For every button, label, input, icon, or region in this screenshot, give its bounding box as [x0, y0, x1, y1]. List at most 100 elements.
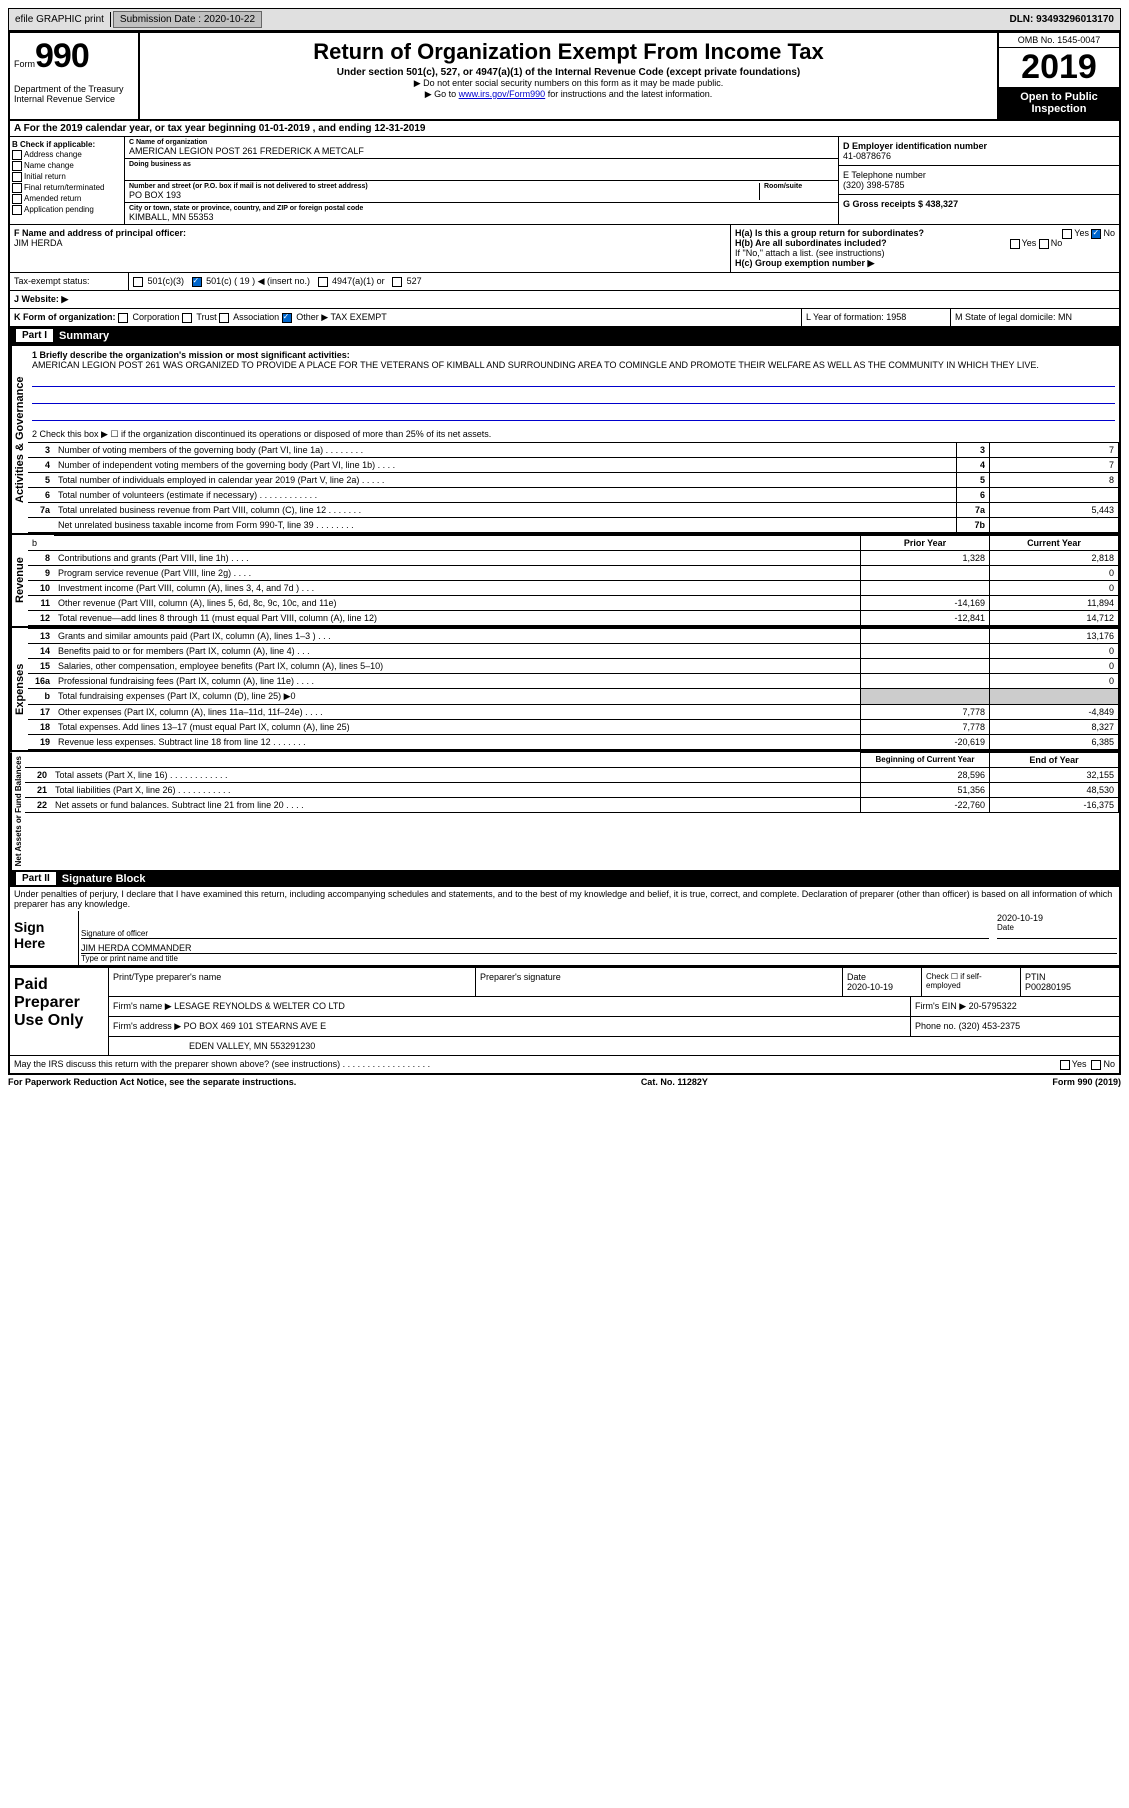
mission-text: AMERICAN LEGION POST 261 WAS ORGANIZED T… — [32, 360, 1115, 370]
table-row: 16a Professional fundraising fees (Part … — [28, 674, 1119, 689]
k-label: K Form of organization: — [14, 312, 116, 322]
check-527[interactable] — [392, 277, 402, 287]
ptin-label: PTIN — [1025, 972, 1046, 982]
ein: 41-0878676 — [843, 151, 1115, 161]
table-row: 18 Total expenses. Add lines 13–17 (must… — [28, 720, 1119, 735]
city: KIMBALL, MN 55353 — [129, 212, 834, 222]
firm-addr: PO BOX 469 101 STEARNS AVE E — [184, 1021, 326, 1031]
k-trust[interactable] — [182, 313, 192, 323]
paperwork-notice: For Paperwork Reduction Act Notice, see … — [8, 1077, 296, 1087]
hc-label: H(c) Group exemption number ▶ — [735, 258, 1115, 269]
form-number: 990 — [35, 37, 89, 75]
ha-row: H(a) Is this a group return for subordin… — [735, 228, 1115, 238]
tax-year: 2019 — [999, 48, 1119, 87]
hb-note: If "No," attach a list. (see instruction… — [735, 248, 1115, 258]
form990-link[interactable]: www.irs.gov/Form990 — [459, 89, 546, 99]
submission-date-button[interactable]: Submission Date : 2020-10-22 — [113, 11, 262, 28]
discuss-text: May the IRS discuss this return with the… — [14, 1059, 1060, 1070]
tax-exempt-row: Tax-exempt status: 501(c)(3) 501(c) ( 19… — [10, 273, 1119, 291]
check-501c3[interactable] — [133, 277, 143, 287]
form-container: Form990 Department of the Treasury Inter… — [8, 31, 1121, 1075]
firm-phone-label: Phone no. — [915, 1021, 956, 1031]
exp-table: 13 Grants and similar amounts paid (Part… — [28, 628, 1119, 750]
section-b: B Check if applicable: Address change Na… — [10, 137, 1119, 225]
table-row: 7a Total unrelated business revenue from… — [28, 503, 1119, 518]
k-corp[interactable] — [118, 313, 128, 323]
footer: For Paperwork Reduction Act Notice, see … — [8, 1075, 1121, 1089]
tax-exempt-label: Tax-exempt status: — [10, 273, 129, 290]
col-current: Current Year — [990, 536, 1119, 551]
officer-name: JIM HERDA — [14, 238, 726, 248]
table-row: 10 Investment income (Part VIII, column … — [28, 581, 1119, 596]
governance-section: Activities & Governance 1 Briefly descri… — [10, 344, 1119, 533]
part2-header: Part II Signature Block — [10, 870, 1119, 887]
department-label: Department of the Treasury Internal Reve… — [10, 80, 140, 119]
table-row: 11 Other revenue (Part VIII, column (A),… — [28, 596, 1119, 611]
signature-section: Under penalties of perjury, I declare th… — [10, 887, 1119, 1073]
table-row: 19 Revenue less expenses. Subtract line … — [28, 735, 1119, 750]
prep-date: 2020-10-19 — [847, 982, 893, 992]
opt-501c3: 501(c)(3) — [148, 276, 185, 286]
type-label: Type or print name and title — [81, 953, 1117, 963]
firm-ein-label: Firm's EIN ▶ — [915, 1001, 966, 1011]
org-name: AMERICAN LEGION POST 261 FREDERICK A MET… — [129, 146, 834, 156]
opt-527: 527 — [407, 276, 422, 286]
org-info-column: C Name of organization AMERICAN LEGION P… — [125, 137, 838, 224]
paid-label: Paid Preparer Use Only — [10, 968, 109, 1055]
note2: ▶ Go to www.irs.gov/Form990 for instruct… — [148, 89, 989, 100]
top-bar: efile GRAPHIC print Submission Date : 20… — [8, 8, 1121, 31]
title-box: Return of Organization Exempt From Incom… — [140, 33, 997, 119]
address: PO BOX 193 — [129, 190, 759, 200]
form-title: Return of Organization Exempt From Incom… — [148, 39, 989, 65]
table-row: 17 Other expenses (Part IX, column (A), … — [28, 705, 1119, 720]
k-other[interactable] — [282, 313, 292, 323]
revenue-section: Revenue b Prior Year Current Year 8 Cont… — [10, 533, 1119, 626]
table-row: 21 Total liabilities (Part X, line 26) .… — [25, 783, 1119, 798]
website-row: J Website: ▶ — [10, 291, 1119, 309]
check-name[interactable]: Name change — [12, 161, 122, 171]
table-row: 3 Number of voting members of the govern… — [28, 443, 1119, 458]
room-label: Room/suite — [764, 183, 834, 190]
q1: 1 Briefly describe the organization's mi… — [32, 350, 1115, 360]
table-row: 20 Total assets (Part X, line 16) . . . … — [25, 768, 1119, 783]
line-k-row: K Form of organization: Corporation Trus… — [10, 309, 1119, 327]
col-prior: Prior Year — [861, 536, 990, 551]
part2-title: Signature Block — [62, 873, 146, 885]
dba-label: Doing business as — [129, 161, 834, 168]
check-address[interactable]: Address change — [12, 150, 122, 160]
prep-sig-label: Preparer's signature — [476, 968, 843, 996]
k-assoc[interactable] — [219, 313, 229, 323]
note2-post: for instructions and the latest informat… — [545, 89, 712, 99]
check-initial[interactable]: Initial return — [12, 172, 122, 182]
discuss-yes[interactable] — [1060, 1060, 1070, 1070]
m-label: M State of legal domicile: MN — [951, 309, 1119, 326]
check-amended[interactable]: Amended return — [12, 194, 122, 204]
firm-addr-label: Firm's address ▶ — [113, 1021, 181, 1031]
table-row: 5 Total number of individuals employed i… — [28, 473, 1119, 488]
discuss-row: May the IRS discuss this return with the… — [10, 1055, 1119, 1073]
form-prefix: Form — [14, 59, 35, 69]
opt-501c: 501(c) ( 19 ) ◀ (insert no.) — [206, 276, 310, 286]
omb-number: OMB No. 1545-0047 — [999, 33, 1119, 48]
section-f-h: F Name and address of principal officer:… — [10, 225, 1119, 273]
expenses-section: Expenses 13 Grants and similar amounts p… — [10, 626, 1119, 750]
check-pending[interactable]: Application pending — [12, 205, 122, 215]
part2-num: Part II — [16, 872, 56, 885]
firm-ein: 20-5795322 — [969, 1001, 1017, 1011]
check-501c[interactable] — [192, 277, 202, 287]
part1-title: Summary — [59, 330, 109, 342]
form-number-box: Form990 — [10, 33, 140, 80]
check-4947[interactable] — [318, 277, 328, 287]
firm-name-label: Firm's name ▶ — [113, 1001, 172, 1011]
note1: ▶ Do not enter social security numbers o… — [148, 78, 989, 89]
efile-label: efile GRAPHIC print — [9, 12, 111, 27]
sig-date: 2020-10-19 — [997, 913, 1117, 923]
table-row: 4 Number of independent voting members o… — [28, 458, 1119, 473]
website-label: J Website: ▶ — [10, 291, 72, 308]
discuss-no[interactable] — [1091, 1060, 1101, 1070]
addr-label: Number and street (or P.O. box if mail i… — [129, 183, 759, 190]
checkbox-column: B Check if applicable: Address change Na… — [10, 137, 125, 224]
vlabel-net: Net Assets or Fund Balances — [10, 752, 25, 870]
sign-here: Sign Here — [10, 911, 79, 965]
check-final[interactable]: Final return/terminated — [12, 183, 122, 193]
